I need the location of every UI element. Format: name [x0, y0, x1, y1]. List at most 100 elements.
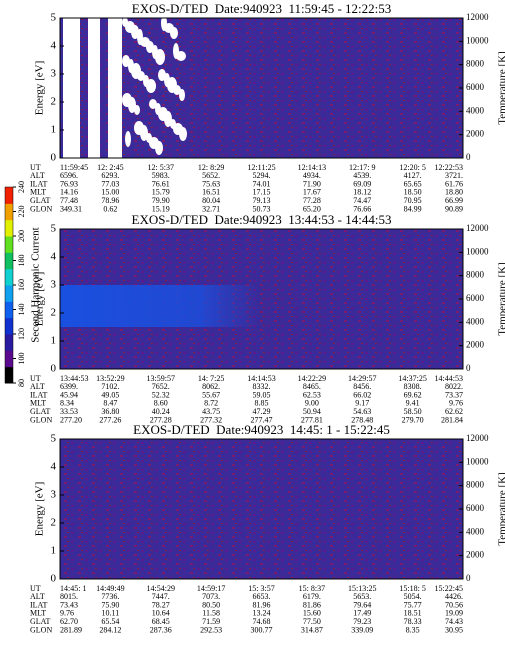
table-cell: 75.77: [404, 600, 422, 609]
table-cell: 45.94: [60, 390, 78, 399]
data-gap: [158, 69, 166, 81]
table-cell: 78.27: [152, 600, 170, 609]
table-cell: 281.84: [441, 415, 463, 424]
data-gap: [170, 27, 178, 39]
colorbar-swatch: [5, 317, 13, 335]
table-cell: 73.37: [445, 390, 463, 399]
y2-tick-label: 10000: [466, 35, 489, 45]
y2-tick-label: 10000: [466, 246, 489, 256]
table-cell: 15: 3:57: [248, 584, 274, 593]
table-cell: 90.89: [445, 204, 463, 213]
table-cell: 9.00: [305, 399, 319, 408]
table-cell: 349.31: [60, 204, 82, 213]
y2-tick-label: 2000: [466, 129, 485, 139]
table-cell: 77.48: [60, 196, 78, 205]
data-gap: [140, 125, 148, 141]
table-cell: 277.32: [200, 415, 222, 424]
row-label: UT: [30, 584, 41, 593]
colorbar-swatch: [5, 285, 13, 302]
data-gap: [146, 79, 156, 93]
colorbar-tick-label: 160: [17, 279, 26, 291]
colorbar-tick-label: 80: [17, 379, 26, 387]
data-gap: [176, 51, 186, 61]
y2-axis-label: Temperature [K]: [497, 262, 505, 335]
table-cell: 65.54: [101, 617, 119, 626]
y-tick-label: 4: [51, 40, 57, 52]
table-cell: 4539.: [353, 171, 371, 180]
colorbar-swatch: [5, 219, 13, 237]
colorbar-tick-label: 200: [17, 230, 26, 242]
table-cell: 8062.: [202, 382, 220, 391]
table-cell: 7652.: [152, 382, 170, 391]
table-cell: 58.50: [404, 407, 422, 416]
data-gap: [134, 105, 140, 115]
table-cell: 73.43: [60, 600, 78, 609]
colorbar-swatch: [5, 252, 13, 270]
y-tick-label: 0: [51, 363, 57, 375]
table-cell: 8456.: [353, 382, 371, 391]
table-cell: 14:59:17: [197, 584, 225, 593]
colorbar-tick-label: 240: [17, 181, 26, 193]
table-cell: 77.03: [101, 179, 119, 188]
table-cell: 8308.: [404, 382, 422, 391]
y-tick-label: 5: [51, 433, 57, 445]
table-cell: 11:59:45: [60, 163, 88, 172]
row-label: GLAT: [30, 617, 51, 626]
table-cell: 18.51: [404, 609, 422, 618]
y2-axis-label: Temperature [K]: [497, 51, 505, 124]
y-axis-label: Energy [eV]: [34, 272, 46, 326]
table-cell: 55.67: [202, 390, 220, 399]
row-label: ILAT: [30, 390, 47, 399]
table-cell: 284.12: [99, 625, 121, 634]
colorbar-swatch: [5, 203, 13, 221]
table-cell: 80.50: [202, 600, 220, 609]
table-cell: 15.60: [303, 609, 321, 618]
table-cell: 79.23: [353, 617, 371, 626]
panel-title: EXOS-D/TED Date:940923 14:45: 1 - 15:22:…: [133, 422, 390, 437]
row-label: MLT: [30, 399, 46, 408]
data-gap: [179, 89, 185, 101]
data-gap: [108, 18, 122, 158]
table-cell: 36.80: [101, 407, 119, 416]
y-tick-label: 0: [51, 152, 57, 164]
row-label: ALT: [30, 592, 45, 601]
table-cell: 17.15: [253, 188, 271, 197]
table-cell: 47.29: [253, 407, 271, 416]
y2-tick-label: 0: [466, 573, 471, 583]
table-cell: 79.90: [152, 196, 170, 205]
y2-tick-label: 4000: [466, 105, 485, 115]
table-cell: 13.24: [253, 609, 271, 618]
table-cell: 8.34: [60, 399, 74, 408]
table-cell: 17.49: [353, 609, 371, 618]
table-cell: 6293.: [101, 171, 119, 180]
colorbar-tick-label: 180: [17, 255, 26, 267]
table-cell: 4934.: [303, 171, 321, 180]
table-cell: 278.48: [351, 415, 373, 424]
table-cell: 14:29:57: [348, 374, 376, 383]
table-cell: 8465.: [303, 382, 321, 391]
y2-tick-label: 0: [466, 363, 471, 373]
table-cell: 81.96: [253, 600, 271, 609]
table-cell: 33.53: [60, 407, 78, 416]
table-cell: 8022.: [445, 382, 463, 391]
y2-tick-label: 12000: [466, 12, 489, 22]
table-cell: 65.65: [404, 179, 422, 188]
data-gap: [125, 131, 131, 147]
table-cell: 14:45: 1: [60, 584, 86, 593]
table-cell: 40.24: [152, 407, 170, 416]
table-cell: 12:14:13: [298, 163, 326, 172]
colorbar-label: Second Harmonic Current: [30, 227, 42, 342]
table-cell: 54.63: [353, 407, 371, 416]
y2-tick-label: 0: [466, 152, 471, 162]
table-cell: 7073.: [202, 592, 220, 601]
table-cell: 49.05: [101, 390, 119, 399]
table-cell: 74.43: [445, 617, 463, 626]
table-cell: 12:17: 9: [349, 163, 375, 172]
table-cell: 79.64: [353, 600, 371, 609]
table-cell: 17.67: [303, 188, 321, 197]
table-cell: 75.90: [101, 600, 119, 609]
data-gap: [131, 25, 139, 39]
table-cell: 7102.: [101, 382, 119, 391]
table-cell: 69.62: [404, 390, 422, 399]
